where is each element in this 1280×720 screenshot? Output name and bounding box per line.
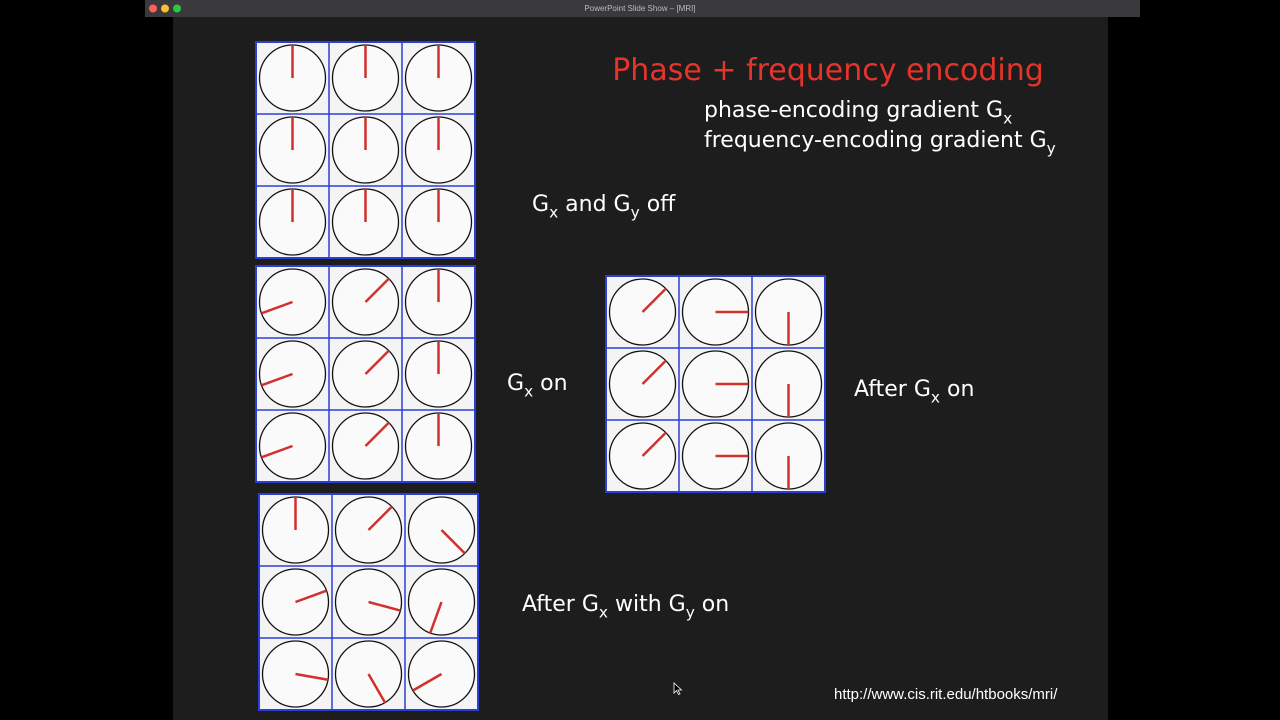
subtitle-line: phase-encoding gradient Gx — [704, 98, 1012, 128]
subscript: y — [686, 604, 695, 622]
subscript: y — [1047, 140, 1056, 158]
text-part: G — [532, 192, 549, 217]
caption: After Gx with Gy on — [522, 592, 729, 622]
spin-vector — [295, 589, 327, 604]
text-part: frequency-encoding gradient G — [704, 128, 1047, 153]
window-title: PowerPoint Slide Show – [MRI] — [584, 4, 695, 13]
caption: After Gx on — [854, 377, 974, 407]
zoom-button[interactable] — [173, 4, 181, 13]
subscript: x — [549, 204, 558, 222]
subscript: x — [931, 389, 940, 407]
spin-vector — [367, 673, 387, 704]
spin-grid — [605, 275, 826, 493]
title-bar — [145, 0, 1140, 17]
spin-vector — [641, 431, 667, 457]
text-part: phase-encoding gradient G — [704, 98, 1003, 123]
spin-vector — [261, 300, 293, 315]
spin-vector — [641, 359, 667, 385]
text-part: G — [507, 371, 524, 396]
subtitle-line: frequency-encoding gradient Gy — [704, 128, 1056, 158]
text-part: on — [695, 592, 729, 617]
spin-vector — [364, 349, 390, 375]
spin-vector — [368, 600, 401, 612]
subscript: y — [631, 204, 640, 222]
text-part: on — [940, 377, 974, 402]
subscript: x — [599, 604, 608, 622]
spin-grid — [255, 41, 476, 259]
text-part: on — [533, 371, 567, 396]
spin-vector — [440, 529, 466, 555]
source-url[interactable]: http://www.cis.rit.edu/htbooks/mri/ — [834, 686, 1058, 703]
caption: Gx on — [507, 371, 568, 401]
spin-vector — [364, 421, 390, 447]
spin-vector — [261, 372, 293, 387]
spin-vector — [367, 505, 393, 531]
text-part: After G — [854, 377, 931, 402]
spin-vector — [412, 672, 443, 692]
close-button[interactable] — [149, 4, 157, 13]
text-part: After G — [522, 592, 599, 617]
text-part: with G — [608, 592, 686, 617]
spin-vector — [261, 444, 293, 459]
spin-grid — [258, 493, 479, 711]
caption: Gx and Gy off — [532, 192, 676, 222]
subscript: x — [1003, 110, 1012, 128]
spin-vector — [641, 287, 667, 313]
spin-vector — [429, 601, 443, 634]
text-part: and G — [558, 192, 630, 217]
mouse-cursor — [673, 682, 683, 696]
spin-vector — [295, 672, 329, 681]
spin-vector — [364, 277, 390, 303]
slide-title: Phase + frequency encoding — [612, 53, 1044, 88]
minimize-button[interactable] — [161, 4, 169, 13]
text-part: off — [640, 192, 676, 217]
subscript: x — [524, 383, 533, 401]
spin-grid — [255, 265, 476, 483]
